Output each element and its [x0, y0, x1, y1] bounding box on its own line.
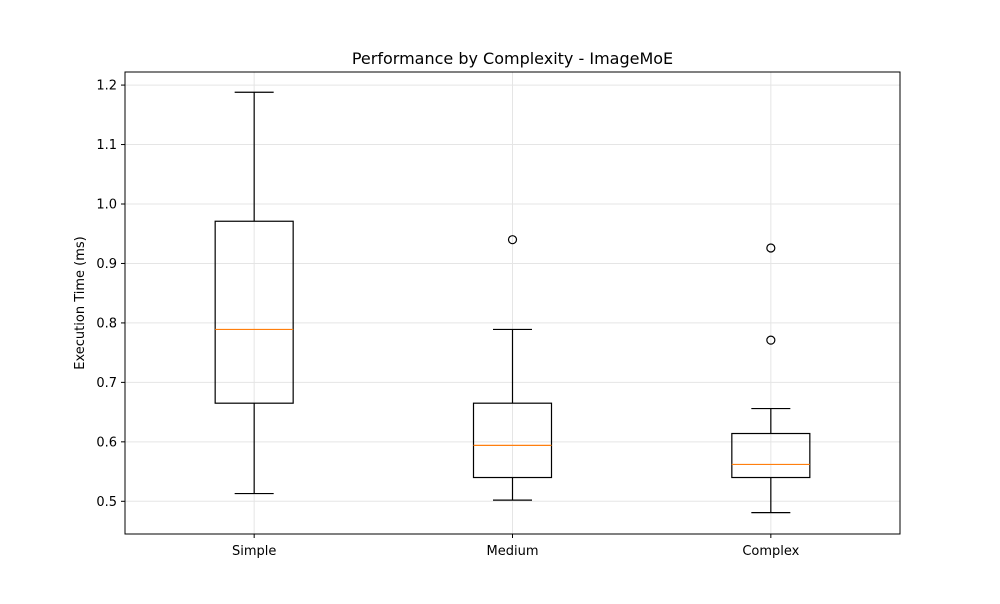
y-tick-label: 1.0 [96, 198, 117, 213]
y-tick-label: 1.2 [96, 79, 117, 94]
outlier-point [507, 235, 518, 245]
y-tick-label: 0.8 [96, 316, 117, 331]
iqr-box [214, 220, 294, 404]
y-tick-label: 0.6 [96, 435, 117, 450]
chart-title: Performance by Complexity - ImageMoE [352, 49, 673, 68]
y-tick-label: 0.9 [96, 257, 117, 272]
box-medium [472, 235, 553, 501]
x-tick-label: Complex [742, 544, 799, 559]
outlier-point [766, 243, 776, 253]
y-tick-label: 0.5 [96, 495, 117, 510]
y-axis-label: Execution Time (ms) [73, 236, 88, 369]
box-complex [731, 243, 811, 514]
x-axis-ticks: Simple Medium Complex [232, 534, 800, 559]
iqr-box [472, 402, 553, 479]
box-simple [214, 91, 294, 495]
y-tick-label: 0.7 [96, 376, 117, 391]
outlier-point [766, 335, 776, 345]
box-layer [214, 91, 811, 514]
iqr-box [731, 432, 811, 479]
x-tick-label: Simple [232, 544, 276, 559]
y-tick-label: 1.1 [96, 138, 117, 153]
y-axis-ticks: 0.5 0.6 0.7 0.8 0.9 1.0 1.1 1.2 [96, 79, 125, 510]
x-tick-label: Medium [487, 544, 539, 559]
